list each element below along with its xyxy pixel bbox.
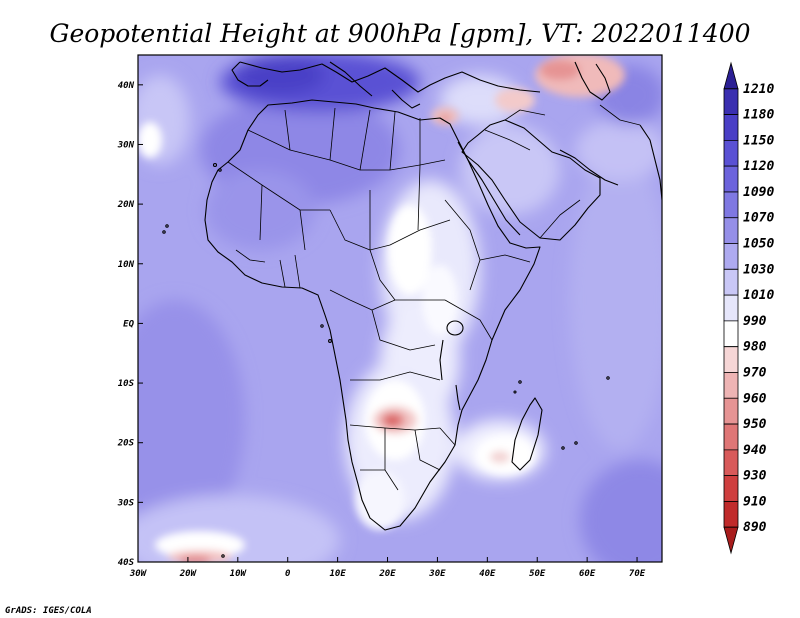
chart-title: Geopotential Height at 900hPa [gpm], VT:… bbox=[49, 19, 750, 48]
country-borders bbox=[227, 104, 641, 491]
colorbar-bin bbox=[723, 268, 739, 296]
africa-coastline bbox=[204, 99, 541, 531]
colorbar-label: 1120 bbox=[743, 159, 774, 174]
colorbar-label: 950 bbox=[743, 417, 767, 432]
colorbar-label: 970 bbox=[743, 365, 767, 380]
lat-tick-label: 20S bbox=[117, 439, 135, 449]
colorbar-label: 990 bbox=[743, 314, 767, 329]
lake-tanganyika bbox=[439, 339, 444, 381]
lat-tick-label: 30S bbox=[117, 498, 135, 508]
lat-tick-label: 40N bbox=[118, 81, 135, 91]
colorbar-bin bbox=[723, 397, 739, 425]
colorbar-label: 1180 bbox=[743, 108, 774, 123]
colorbar-label: 1050 bbox=[743, 237, 774, 252]
longitude-axis: 30W 20W 10W 0 10E 20E 30E 40E 50E 60E 70E bbox=[129, 557, 646, 579]
italy-greece-coastline bbox=[329, 61, 421, 109]
colorbar-bin bbox=[723, 139, 739, 167]
colorbar-label: 1090 bbox=[743, 185, 774, 200]
colorbar-bin bbox=[723, 191, 739, 219]
lake-malawi bbox=[455, 384, 461, 411]
lat-tick-label: 20N bbox=[117, 200, 135, 210]
colorbar-label: 1010 bbox=[743, 288, 774, 303]
colorbar-label: 930 bbox=[743, 469, 767, 484]
lon-tick-label: 30W bbox=[129, 569, 148, 579]
colorbar-bin bbox=[723, 475, 739, 502]
lon-tick-label: 0 bbox=[285, 569, 291, 579]
lat-tick-label: EQ bbox=[123, 319, 134, 329]
lon-tick-label: 20E bbox=[378, 569, 396, 579]
colorbar-bin bbox=[723, 61, 739, 90]
grads-credit: GrADS: IGES/COLA bbox=[5, 606, 92, 616]
colorbar-bin bbox=[723, 372, 739, 399]
lat-tick-label: 30N bbox=[117, 140, 135, 150]
colorbar-bin bbox=[723, 501, 739, 528]
lon-tick-label: 10E bbox=[329, 569, 346, 579]
lon-tick-label: 70E bbox=[629, 569, 646, 579]
red-sea-coastline bbox=[457, 141, 521, 236]
colorbar-bin bbox=[723, 423, 739, 451]
colorbar: 1210 1180 1150 1120 1090 1070 1050 1030 1010 990 9… bbox=[723, 61, 774, 555]
colorbar-bin bbox=[723, 165, 739, 193]
lon-tick-label: 30E bbox=[428, 569, 446, 579]
lon-tick-label: 40E bbox=[479, 569, 496, 579]
colorbar-bin bbox=[723, 88, 739, 115]
lat-tick-label: 40S bbox=[118, 558, 135, 568]
colorbar-label: 910 bbox=[743, 494, 767, 509]
colorbar-bin bbox=[723, 114, 739, 141]
iberia-coastline bbox=[231, 61, 269, 87]
colorbar-label: 1210 bbox=[743, 82, 774, 97]
geopotential-field bbox=[138, 55, 662, 562]
colorbar-label: 980 bbox=[743, 340, 767, 355]
map-frame bbox=[137, 54, 663, 563]
colorbar-label: 890 bbox=[743, 520, 767, 535]
arabia-coastline bbox=[461, 119, 601, 241]
colorbar-bin bbox=[723, 217, 739, 244]
lat-tick-label: 10N bbox=[118, 260, 135, 270]
islands bbox=[162, 162, 610, 558]
colorbar-bin bbox=[723, 346, 739, 373]
india-coastline bbox=[639, 124, 662, 201]
lon-tick-label: 20W bbox=[179, 569, 198, 579]
colorbar-bin bbox=[723, 449, 739, 477]
lake-victoria bbox=[446, 320, 464, 336]
colorbar-bin bbox=[723, 526, 739, 555]
colorbar-label: 940 bbox=[743, 443, 767, 458]
madagascar-coastline bbox=[511, 397, 543, 471]
colorbar-label: 1070 bbox=[743, 211, 774, 226]
colorbar-bin bbox=[723, 294, 739, 322]
colorbar-label: 1150 bbox=[743, 133, 774, 148]
lon-tick-label: 50E bbox=[529, 569, 546, 579]
lon-tick-label: 10W bbox=[230, 569, 248, 579]
colorbar-bin bbox=[723, 243, 739, 270]
colorbar-bin bbox=[723, 320, 739, 348]
caspian-coastline bbox=[574, 61, 611, 101]
latitude-axis: 40N 30N 20N 10N EQ 10S 20S 30S 40S bbox=[117, 81, 143, 568]
persian-gulf-coastline bbox=[559, 149, 619, 186]
europe-coastline bbox=[239, 61, 541, 93]
colorbar-label: 1030 bbox=[743, 262, 774, 277]
lon-tick-label: 60E bbox=[579, 569, 596, 579]
colorbar-label: 960 bbox=[743, 391, 767, 406]
lat-tick-label: 10S bbox=[118, 379, 135, 389]
